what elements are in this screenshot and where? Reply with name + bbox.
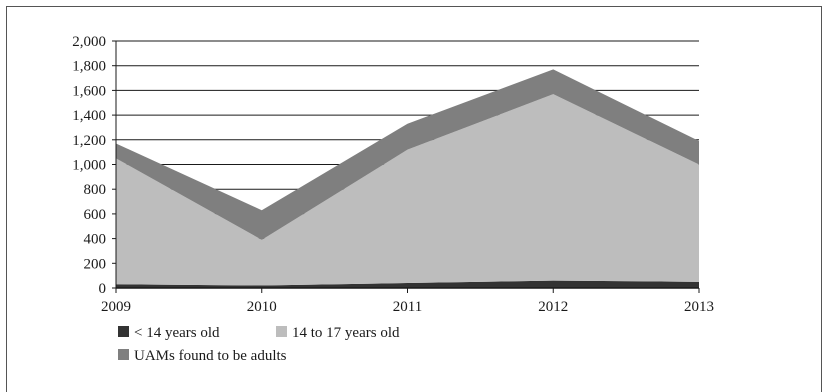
y-tick-label: 200: [84, 256, 107, 272]
axes: [112, 40, 700, 293]
y-tick-label: 400: [84, 232, 107, 248]
x-tick-label: 2009: [101, 299, 131, 315]
area-14-to-17-years-old: [116, 94, 699, 286]
x-tick-label: 2011: [393, 299, 422, 315]
y-tick-labels: 0 200 400 600 800 1,000 1,200 1,400 1,600 1,800 2,…: [72, 34, 106, 297]
area-14-years-old: [116, 280, 699, 288]
legend: < 14 years old 14 to 17 years old UAMs fou…: [118, 325, 400, 364]
x-tick-labels: 2009 2010 2011 2012 2013: [101, 299, 714, 315]
y-tick-label: 1,800: [72, 59, 106, 75]
y-tick-label: 600: [84, 207, 107, 223]
y-tick-label: 2,000: [72, 34, 106, 50]
chart-frame: [6, 6, 822, 392]
x-tick-label: 2013: [684, 299, 714, 315]
y-tick-label: 0: [99, 281, 107, 297]
legend-label-14-years-old: < 14 years old: [134, 325, 220, 341]
legend-swatch-14-to-17-years-old: [276, 326, 287, 337]
legend-label-uams-found-to-be-adults: UAMs found to be adults: [134, 348, 287, 364]
legend-swatch-uams-found-to-be-adults: [118, 349, 129, 360]
legend-swatch-14-years-old: [118, 326, 129, 337]
y-tick-label: 1,400: [72, 108, 106, 124]
y-tick-label: 1,200: [72, 133, 106, 149]
x-tick-label: 2012: [538, 299, 568, 315]
y-tick-label: 1,000: [72, 158, 106, 174]
legend-label-14-to-17-years-old: 14 to 17 years old: [292, 325, 400, 341]
x-tick-label: 2010: [247, 299, 277, 315]
y-tick-label: 800: [84, 182, 107, 198]
area-series: [116, 69, 699, 288]
y-tick-label: 1,600: [72, 83, 106, 99]
